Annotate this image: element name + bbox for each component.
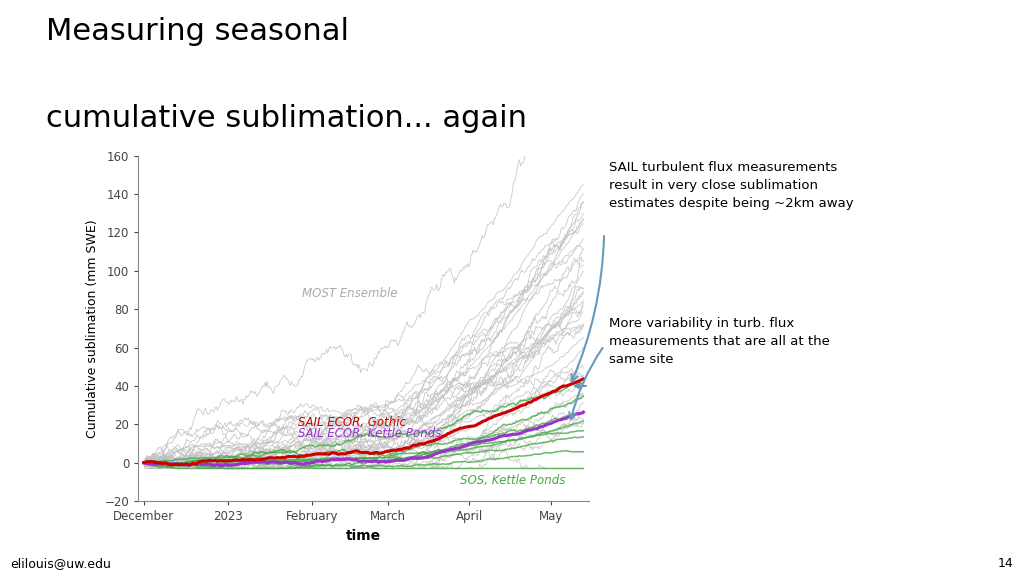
Text: cumulative sublimation... again: cumulative sublimation... again <box>46 104 527 132</box>
Text: SOS, Kettle Ponds: SOS, Kettle Ponds <box>460 474 565 487</box>
X-axis label: time: time <box>346 529 381 543</box>
Text: elilouis@uw.edu: elilouis@uw.edu <box>10 557 112 570</box>
Text: 14: 14 <box>998 557 1014 570</box>
Text: MOST Ensemble: MOST Ensemble <box>302 287 397 300</box>
Text: SAIL turbulent flux measurements
result in very close sublimation
estimates desp: SAIL turbulent flux measurements result … <box>609 161 854 210</box>
Text: More variability in turb. flux
measurements that are all at the
same site: More variability in turb. flux measureme… <box>609 317 830 366</box>
Text: SAIL ECOR, Kettle Ponds: SAIL ECOR, Kettle Ponds <box>298 427 441 441</box>
Y-axis label: Cumulative sublimation (mm SWE): Cumulative sublimation (mm SWE) <box>86 219 99 438</box>
Text: Measuring seasonal: Measuring seasonal <box>46 17 349 46</box>
Text: SAIL ECOR, Gothic: SAIL ECOR, Gothic <box>298 416 407 429</box>
